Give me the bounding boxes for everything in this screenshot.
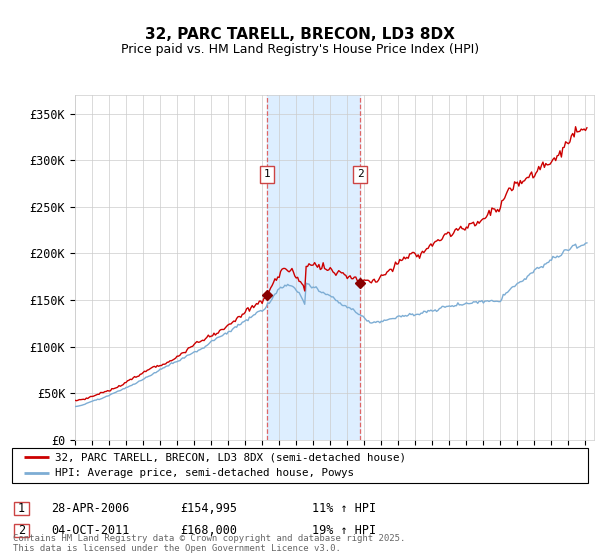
- Text: Price paid vs. HM Land Registry's House Price Index (HPI): Price paid vs. HM Land Registry's House …: [121, 43, 479, 56]
- Text: 11% ↑ HPI: 11% ↑ HPI: [312, 502, 376, 515]
- Text: 32, PARC TARELL, BRECON, LD3 8DX: 32, PARC TARELL, BRECON, LD3 8DX: [145, 27, 455, 42]
- Text: 19% ↑ HPI: 19% ↑ HPI: [312, 524, 376, 537]
- Text: 2: 2: [356, 169, 364, 179]
- Text: £168,000: £168,000: [180, 524, 237, 537]
- Text: Contains HM Land Registry data © Crown copyright and database right 2025.
This d: Contains HM Land Registry data © Crown c…: [13, 534, 406, 553]
- Text: 32, PARC TARELL, BRECON, LD3 8DX (semi-detached house): 32, PARC TARELL, BRECON, LD3 8DX (semi-d…: [55, 452, 406, 463]
- Text: 2: 2: [18, 524, 25, 537]
- Text: HPI: Average price, semi-detached house, Powys: HPI: Average price, semi-detached house,…: [55, 468, 354, 478]
- Bar: [267, 95, 360, 440]
- Text: 04-OCT-2011: 04-OCT-2011: [51, 524, 130, 537]
- Text: 1: 1: [264, 169, 271, 179]
- Text: 28-APR-2006: 28-APR-2006: [51, 502, 130, 515]
- Text: 1: 1: [18, 502, 25, 515]
- Text: £154,995: £154,995: [180, 502, 237, 515]
